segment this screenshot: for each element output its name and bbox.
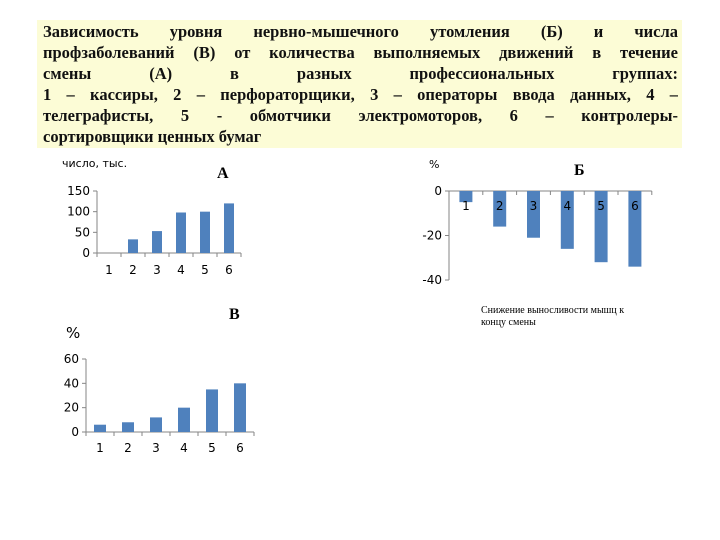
chart-a: число, тыс. А 0 50 100 150 1 2 3 4 5 6	[62, 157, 242, 277]
chart-c-y-tick-label: 60	[64, 352, 79, 366]
chart-c-bar	[178, 407, 190, 432]
chart-b-bar	[459, 191, 473, 203]
chart-c-x-tick-label: 2	[124, 441, 132, 455]
chart-b-plot: 0 -20 -40 1 2 3 4 5 6	[422, 184, 653, 287]
chart-b-bar	[560, 191, 574, 249]
chart-a-y-tick-label: 100	[67, 205, 90, 219]
chart-a-plot: 0 50 100 150 1 2 3 4 5 6	[67, 184, 242, 277]
header-line: Зависимость уровня нервно-мышечного утом…	[43, 22, 678, 41]
chart-a-bar	[200, 211, 210, 253]
header-line: смены (А) в разных профессиональных груп…	[43, 64, 678, 83]
chart-c-bar	[94, 424, 106, 432]
chart-b-x-tick-label: 2	[496, 199, 504, 213]
chart-b-y-tick-label: -20	[422, 229, 442, 243]
chart-a-y-tick-label: 150	[67, 184, 90, 198]
chart-b-ylabel: %	[429, 158, 439, 171]
chart-b-bar	[594, 191, 608, 263]
chart-a-x-tick-label: 6	[225, 263, 233, 277]
chart-a-x-tick-label: 4	[177, 263, 185, 277]
chart-c-x-tick-label: 3	[152, 441, 160, 455]
chart-b-x-tick-label: 4	[563, 199, 571, 213]
chart-c-bar	[122, 422, 134, 432]
header-line: сортировщики ценных бумаг	[43, 127, 262, 146]
chart-b-x-tick-label: 1	[462, 199, 470, 213]
chart-c-ylabel: %	[66, 324, 80, 342]
chart-b-bar	[493, 191, 507, 227]
chart-a-x-tick-label: 5	[201, 263, 209, 277]
chart-c-x-tick-label: 6	[236, 441, 244, 455]
header-line: профзаболеваний (В) от количества выполн…	[43, 43, 678, 62]
header-line: телеграфисты, 5 - обмотчики электромотор…	[43, 106, 678, 125]
chart-b-y-tick-label: 0	[434, 184, 442, 198]
chart-a-x-tick-label: 2	[129, 263, 137, 277]
chart-c-plot: 0 20 40 60 1 2 3 4 5 6	[64, 352, 255, 455]
chart-c-bar	[206, 389, 218, 432]
chart-a-ylabel: число, тыс.	[62, 157, 127, 170]
header-panel: Зависимость уровня нервно-мышечного утом…	[37, 20, 682, 148]
chart-c-y-tick-label: 40	[64, 376, 79, 390]
chart-a-bar	[176, 212, 186, 253]
chart-a-y-tick-label: 0	[82, 246, 90, 260]
chart-a-bar	[224, 203, 234, 253]
chart-c-y-tick-label: 0	[71, 425, 79, 439]
chart-a-bar	[152, 231, 162, 253]
chart-a-y-tick-label: 50	[75, 225, 90, 239]
chart-c-x-tick-label: 4	[180, 441, 188, 455]
chart-b-caption: концу смены	[481, 317, 536, 328]
chart-b-title: Б	[574, 162, 585, 179]
chart-a-title: А	[217, 165, 229, 182]
chart-b-bar	[527, 191, 540, 238]
chart-a-bar	[128, 239, 138, 253]
chart-c-x-tick-label: 1	[96, 441, 104, 455]
chart-c: % В 0 20 40 60 1 2 3 4 5 6	[64, 306, 255, 455]
chart-c-bar	[234, 383, 246, 432]
chart-b-x-tick-label: 6	[631, 199, 639, 213]
chart-b-caption: Снижение выносливости мышц к	[481, 305, 624, 316]
chart-b-x-tick-label: 3	[530, 199, 538, 213]
chart-b-y-tick-label: -40	[422, 273, 442, 287]
chart-c-y-tick-label: 20	[64, 401, 79, 415]
chart-a-x-tick-label: 3	[153, 263, 161, 277]
chart-a-x-tick-label: 1	[105, 263, 113, 277]
header-line: 1 – кассиры, 2 – перфораторщики, 3 – опе…	[43, 85, 678, 104]
chart-b: % Б 0 -20 -40 1 2 3 4 5 6 Снижение выносливости …	[422, 158, 653, 328]
chart-c-bar	[150, 417, 162, 432]
chart-b-bar	[628, 191, 642, 267]
chart-b-x-tick-label: 5	[597, 199, 605, 213]
chart-c-x-tick-label: 5	[208, 441, 216, 455]
chart-c-title: В	[229, 306, 240, 323]
